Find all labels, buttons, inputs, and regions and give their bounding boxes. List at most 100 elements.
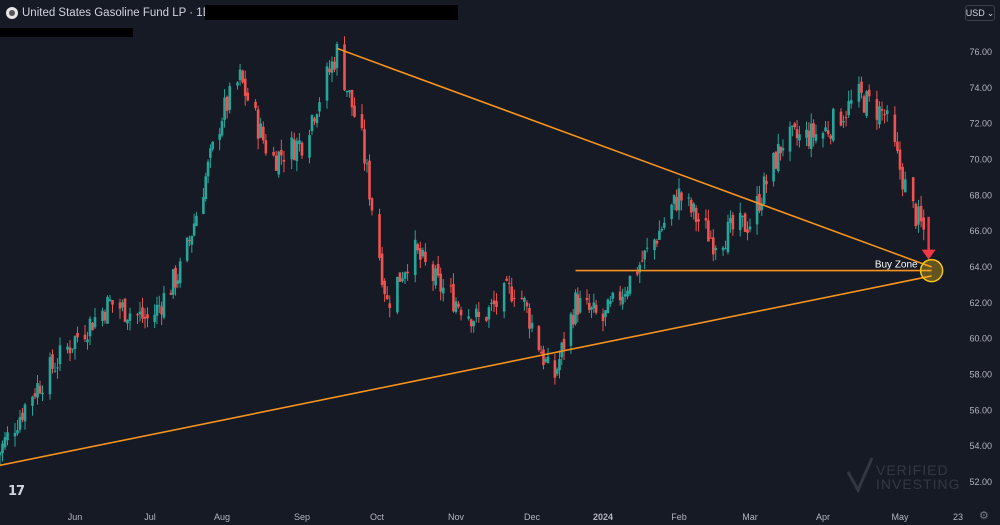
candle-body [246, 92, 250, 101]
candle-body [174, 267, 177, 288]
candle-body [660, 229, 664, 231]
candle-body [809, 123, 813, 149]
candle-body [3, 437, 7, 448]
currency-button[interactable]: USD ⌄ [965, 5, 995, 21]
candle-body [439, 273, 443, 292]
candle-body [574, 292, 577, 324]
candle-body [831, 108, 835, 141]
candle-body [658, 230, 661, 240]
candle-body [917, 206, 920, 225]
candle-body [592, 302, 596, 309]
candle-body [672, 194, 676, 204]
candle-body [896, 141, 899, 151]
x-tick-label: May [891, 512, 909, 522]
candle-body [553, 360, 557, 378]
price-axis: 76.00 74.00 72.00 70.00 68.00 66.00 64.00 62.00… [969, 47, 992, 487]
candle-body [560, 342, 564, 358]
y-tick-label: 58.00 [969, 370, 992, 380]
candle-body [259, 123, 263, 138]
x-tick-label: Jun [68, 512, 83, 522]
candle-body [694, 207, 698, 223]
candle-body [436, 264, 440, 276]
candle-body [218, 134, 221, 140]
candle-body [313, 118, 316, 122]
candle-body [528, 308, 531, 329]
candle-body [363, 129, 366, 164]
candle-body [862, 96, 866, 113]
candle-body [812, 123, 815, 138]
candle-body [743, 213, 747, 232]
candle-body [885, 110, 889, 115]
candle-body [169, 292, 173, 295]
candle-body [360, 114, 364, 129]
candle-body [333, 61, 336, 70]
candle-body [779, 146, 782, 154]
candle-body [277, 151, 281, 175]
candle-body [209, 148, 212, 158]
candle-body [875, 99, 879, 120]
candle-body [606, 299, 610, 314]
tradingview-logo-icon[interactable]: 17 [8, 484, 25, 499]
candle-body [662, 222, 666, 228]
buy-zone-marker[interactable] [919, 258, 944, 283]
candle-body [162, 293, 166, 318]
candle-body [636, 271, 639, 275]
candle-body [760, 203, 764, 211]
buy-zone-label: Buy Zone [875, 260, 918, 271]
candle-body [348, 90, 351, 93]
candle-body [510, 286, 514, 302]
candle-body [623, 294, 627, 297]
watermark: VERIFIED INVESTING [846, 457, 960, 494]
candle-body [86, 339, 89, 343]
candle-body [315, 114, 319, 124]
candle-body [621, 296, 624, 305]
candle-body [401, 278, 404, 282]
candle-body [609, 301, 612, 304]
candle-body [791, 125, 794, 128]
candle-body [814, 134, 818, 141]
y-tick-label: 66.00 [969, 226, 992, 236]
gear-icon[interactable]: ⚙ [979, 510, 989, 522]
candle-body [157, 305, 161, 307]
candle-body [485, 317, 488, 321]
candle-body [748, 226, 752, 230]
candle-body [523, 297, 526, 302]
redacted-region [205, 5, 458, 20]
symbol-title: United States Gasoline Fund LP · 1D · [22, 7, 219, 19]
candle-body [571, 315, 575, 325]
trendline[interactable] [0, 275, 932, 467]
candle-body [558, 358, 561, 371]
candle-body [638, 264, 642, 273]
candle-body [272, 151, 275, 156]
candle-body [878, 106, 881, 125]
candle-body [707, 220, 710, 242]
candle-body [421, 249, 425, 257]
candle-body [922, 217, 926, 230]
candle-body [385, 295, 389, 300]
y-tick-label: 62.00 [969, 298, 992, 308]
candle-body [53, 370, 57, 372]
candle-body [711, 237, 715, 255]
candle-body [51, 354, 54, 369]
candle-body [590, 307, 593, 310]
watermark-line2: INVESTING [876, 476, 960, 492]
candle-body [587, 302, 591, 310]
candle-body [849, 100, 853, 104]
candle-body [318, 102, 321, 112]
candle-body [883, 114, 886, 116]
candle-body [290, 137, 293, 160]
trendline[interactable] [336, 47, 932, 268]
candle-body [21, 412, 24, 420]
candle-body [243, 78, 247, 96]
symbol-header[interactable]: United States Gasoline Fund LP · 1D · [6, 6, 218, 20]
candle-body [378, 214, 381, 258]
candle-body [544, 359, 548, 362]
candle-body [459, 309, 463, 316]
candle-body [585, 297, 589, 301]
candle-body [755, 196, 759, 225]
candle-body [204, 176, 208, 200]
candle-body [795, 129, 799, 139]
candle-body [236, 82, 239, 86]
y-tick-label: 68.00 [969, 190, 992, 200]
